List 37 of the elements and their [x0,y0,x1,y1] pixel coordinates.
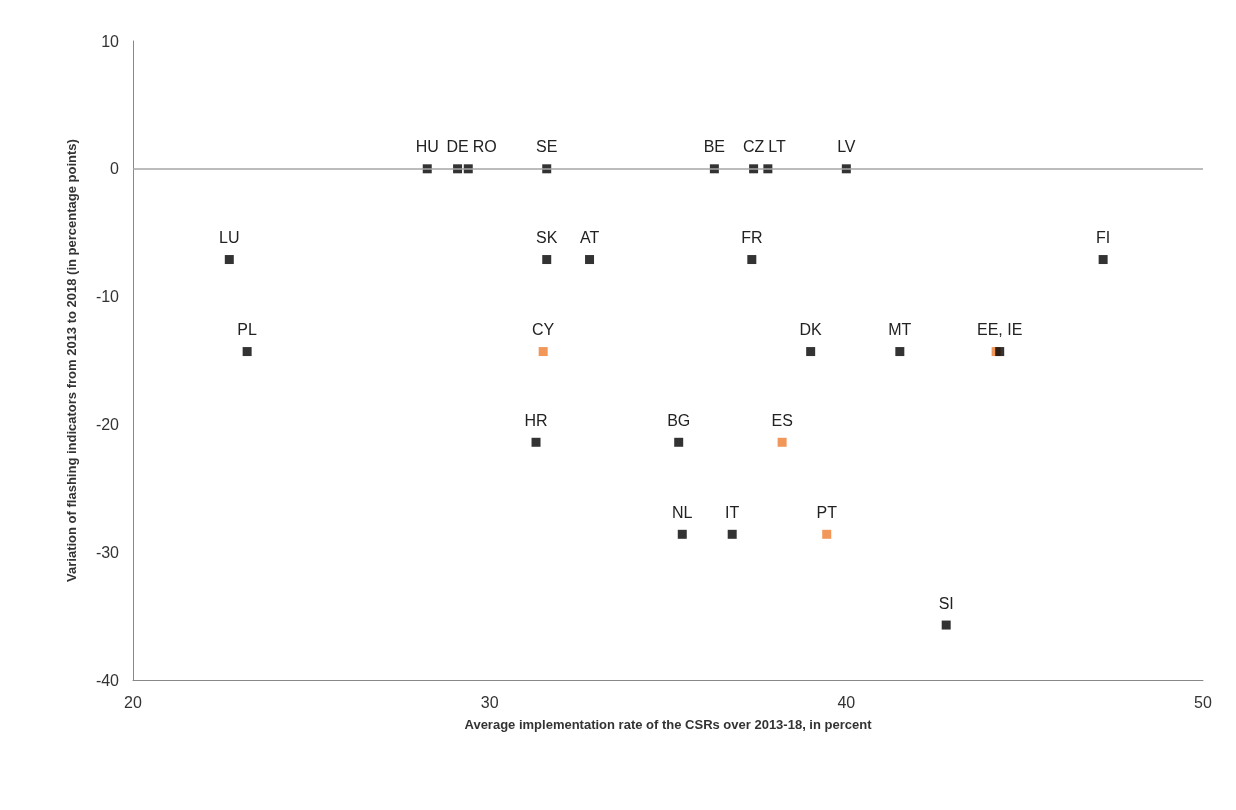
annotation: HR [524,411,548,429]
annotation: CY [532,321,555,339]
annotation: CZ [742,138,765,156]
annotation: FR [741,229,763,247]
y-tick-label: -40 [95,671,120,689]
annotation: PT [816,503,838,521]
y-tick-label: -10 [95,288,120,306]
annotation: IT [725,503,740,521]
annotation: BG [667,411,691,429]
y-tick-label: -20 [95,415,120,433]
x-tick-label: 30 [480,693,499,711]
annotation: NL [672,503,693,521]
annotation: HU [415,138,439,156]
annotation: MT [888,321,912,339]
x-axis-title: Average implementation rate of the CSRs over 2013-18, in percent [464,717,873,732]
y-tick-label: -30 [95,543,120,561]
annotation: EE, IE [977,321,1023,339]
annotation: SE [536,138,558,156]
annotation: AT [579,229,600,247]
y-axis-title: Variation of flashing indicators from 2013 to 2018 (in percentage points) [64,139,79,582]
annotation: LV [837,138,856,156]
annotation: PL [237,321,258,339]
annotation: ES [771,411,793,429]
y-tick-label: 0 [110,160,120,178]
annotation: DE [446,138,469,156]
x-tick-label: 40 [837,693,856,711]
annotation: SK [536,229,558,247]
annotation: RO [472,138,497,156]
x-tick-label: 50 [1194,693,1212,711]
annotation: FI [1096,229,1111,247]
y-tick-label: 10 [101,32,120,50]
annotation: DK [799,321,823,339]
annotation: SI [938,594,954,612]
annotation: LT [768,138,786,156]
x-tick-label: 20 [124,693,142,711]
annotation: LU [219,229,240,247]
annotation: BE [703,138,726,156]
